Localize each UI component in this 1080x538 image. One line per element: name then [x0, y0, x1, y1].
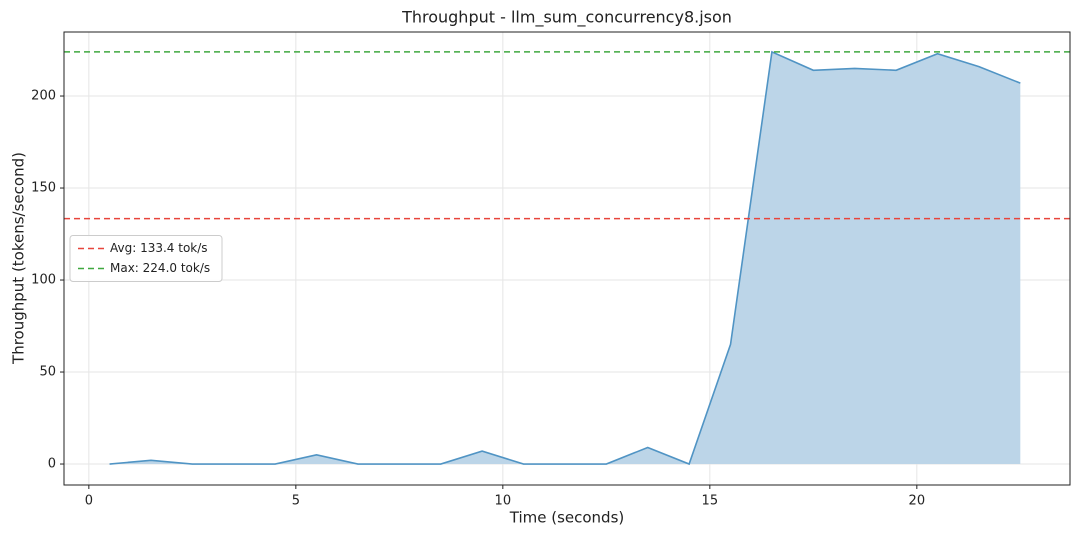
x-tick-label: 15 — [702, 494, 719, 509]
x-tick-label: 10 — [495, 494, 512, 509]
x-tick-label: 20 — [909, 494, 926, 509]
y-tick-label: 100 — [31, 273, 56, 288]
y-tick-label: 200 — [31, 89, 56, 104]
legend-box — [69, 235, 223, 282]
y-tick-label: 0 — [48, 457, 56, 472]
y-axis-label: Throughput (tokens/second) — [10, 152, 28, 365]
chart-title: Throughput - llm_sum_concurrency8.json — [401, 8, 732, 28]
x-tick-label: 0 — [85, 494, 93, 509]
y-tick-label: 50 — [39, 365, 56, 380]
x-axis-label: Time (seconds) — [509, 509, 625, 527]
legend-label: Max: 224.0 tok/s — [110, 261, 210, 275]
axes-frame — [63, 31, 1071, 486]
x-tick-label: 5 — [292, 494, 300, 509]
y-tick-label: 150 — [31, 181, 56, 196]
area-fill — [109, 51, 1021, 465]
line — [109, 50, 1021, 466]
legend-label: Avg: 133.4 tok/s — [110, 241, 208, 255]
